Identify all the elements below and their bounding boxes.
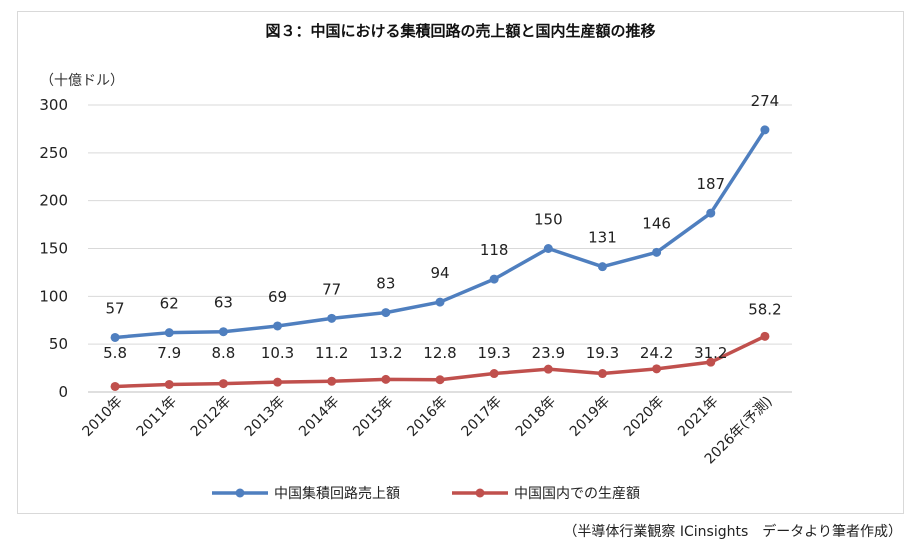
data-label: 12.8: [423, 344, 456, 362]
data-label: 11.2: [315, 344, 348, 362]
y-tick-label: 100: [39, 287, 68, 305]
data-label: 19.3: [477, 344, 510, 362]
legend-label: 中国集積回路売上額: [274, 485, 400, 502]
x-tick-label: 2010年: [79, 394, 125, 440]
data-label: 118: [480, 241, 509, 259]
data-point: [435, 375, 445, 385]
data-point: [164, 328, 174, 338]
data-point: [543, 364, 553, 374]
data-label: 150: [534, 211, 563, 229]
x-tick-label: 2015年: [350, 394, 396, 440]
data-point: [218, 379, 228, 389]
source-note: （半導体行業観察 ICinsights データより筆者作成）: [563, 524, 902, 540]
x-tick-label: 2021年: [675, 394, 721, 440]
data-label: 77: [322, 280, 341, 298]
data-point: [652, 247, 662, 257]
data-label: 83: [376, 275, 395, 293]
x-tick-label: 2019年: [567, 394, 613, 440]
data-point: [381, 308, 391, 318]
data-label: 58.2: [748, 300, 781, 318]
y-tick-label: 150: [39, 240, 68, 258]
y-axis-unit-label: （十億ドル）: [40, 73, 124, 89]
data-label: 8.8: [211, 344, 235, 362]
x-tick-label: 2013年: [242, 394, 288, 440]
data-point: [489, 369, 499, 379]
x-tick-label: 2014年: [296, 394, 342, 440]
legend-label: 中国国内での生産額: [514, 486, 640, 502]
data-point: [273, 321, 283, 331]
data-label: 5.8: [103, 344, 127, 362]
data-point: [110, 381, 120, 391]
legend-swatch-marker: [235, 488, 245, 498]
chart-title: 図３：中国における集積回路の売上額と国内生産額の推移: [265, 22, 656, 40]
data-point: [110, 332, 120, 342]
y-tick-label: 50: [49, 335, 68, 353]
data-point: [760, 125, 770, 135]
data-label: 187: [696, 175, 725, 193]
data-label: 13.2: [369, 344, 402, 362]
y-tick-label: 0: [58, 383, 68, 401]
data-label: 7.9: [157, 344, 181, 362]
data-point: [543, 244, 553, 253]
data-label: 24.2: [640, 344, 673, 362]
data-label: 31.2: [694, 344, 727, 362]
data-point: [652, 364, 662, 374]
data-label: 63: [214, 294, 233, 312]
data-label: 57: [106, 299, 125, 317]
x-tick-label: 2017年: [459, 394, 505, 440]
chart-frame: [17, 11, 904, 514]
data-label: 274: [751, 92, 780, 110]
data-label: 69: [268, 288, 287, 306]
x-tick-label: 2018年: [513, 394, 559, 440]
data-point: [435, 297, 445, 307]
data-point: [327, 376, 337, 386]
x-tick-label: 2012年: [188, 394, 234, 440]
data-point: [164, 379, 174, 389]
x-tick-label: 2011年: [134, 394, 180, 440]
data-label: 23.9: [532, 344, 565, 362]
data-label: 146: [642, 214, 671, 232]
x-tick-label: 2020年: [621, 394, 667, 440]
data-label: 10.3: [261, 344, 294, 362]
data-point: [327, 313, 337, 323]
y-tick-label: 250: [39, 144, 68, 162]
data-label: 19.3: [586, 344, 619, 362]
data-point: [218, 327, 228, 337]
legend-swatch-marker: [475, 488, 485, 498]
data-point: [706, 208, 716, 218]
data-point: [597, 369, 607, 379]
data-point: [706, 357, 716, 367]
data-label: 62: [160, 295, 179, 313]
data-point: [597, 262, 607, 272]
data-label: 94: [430, 264, 449, 282]
y-tick-label: 200: [39, 192, 68, 210]
x-tick-label: 2016年: [404, 394, 450, 440]
data-label: 131: [588, 229, 617, 247]
y-tick-label: 300: [39, 96, 68, 114]
data-point: [273, 377, 283, 387]
data-point: [760, 331, 770, 341]
data-point: [489, 274, 499, 284]
data-point: [381, 374, 391, 384]
